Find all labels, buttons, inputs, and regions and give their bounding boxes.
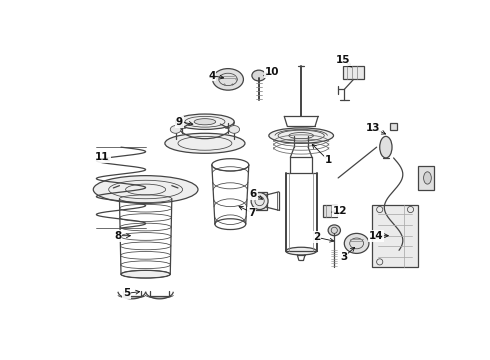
Ellipse shape — [229, 126, 240, 133]
Ellipse shape — [175, 114, 234, 130]
Text: 13: 13 — [366, 123, 380, 133]
Text: 12: 12 — [332, 206, 347, 216]
Ellipse shape — [380, 136, 392, 158]
Ellipse shape — [93, 176, 198, 203]
Ellipse shape — [213, 69, 244, 90]
Ellipse shape — [171, 126, 181, 133]
Ellipse shape — [344, 233, 369, 253]
FancyBboxPatch shape — [253, 192, 267, 210]
Text: 7: 7 — [248, 208, 256, 217]
Text: 6: 6 — [250, 189, 257, 199]
Ellipse shape — [194, 119, 216, 125]
Text: 2: 2 — [313, 232, 320, 242]
Text: 4: 4 — [208, 71, 216, 81]
Ellipse shape — [423, 172, 431, 184]
Ellipse shape — [328, 225, 341, 236]
Text: 9: 9 — [176, 117, 183, 127]
Ellipse shape — [252, 70, 266, 81]
Text: 15: 15 — [336, 55, 351, 65]
FancyBboxPatch shape — [343, 66, 365, 80]
Ellipse shape — [165, 133, 245, 153]
Text: 8: 8 — [114, 231, 122, 241]
FancyBboxPatch shape — [390, 122, 397, 130]
Text: 14: 14 — [368, 231, 383, 241]
FancyBboxPatch shape — [418, 166, 434, 190]
Ellipse shape — [269, 128, 334, 143]
Ellipse shape — [251, 193, 268, 210]
Ellipse shape — [121, 270, 171, 278]
Text: 1: 1 — [324, 155, 332, 165]
Text: 3: 3 — [340, 252, 347, 262]
Text: 11: 11 — [95, 152, 110, 162]
FancyBboxPatch shape — [372, 205, 418, 266]
Text: 5: 5 — [123, 288, 130, 298]
Ellipse shape — [286, 247, 317, 255]
FancyBboxPatch shape — [323, 205, 337, 217]
Text: 10: 10 — [265, 67, 279, 77]
